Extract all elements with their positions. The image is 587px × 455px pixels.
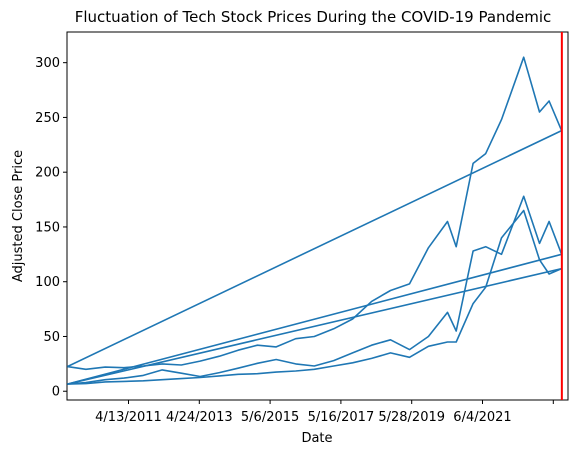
plot-area-frame — [66, 31, 569, 401]
x-tick-label: 4/24/2013 — [166, 410, 233, 425]
y-axis-ticks: 0 50 100 150 200 250 300 — [35, 56, 67, 400]
x-tick-label: 5/28/2019 — [378, 410, 445, 425]
y-tick-label: 50 — [43, 330, 60, 345]
y-tick-label: 100 — [35, 275, 60, 290]
y-tick-label: 300 — [35, 56, 60, 71]
x-tick-label: 4/13/2011 — [95, 410, 162, 425]
x-axis-label: Date — [301, 431, 332, 446]
y-tick-label: 0 — [52, 385, 60, 400]
x-tick-label: 6/4/2021 — [453, 410, 511, 425]
y-axis-label: Adjusted Close Price — [11, 150, 26, 282]
series-line-2 — [67, 209, 563, 385]
series-line-3 — [67, 56, 563, 371]
y-tick-label: 250 — [35, 111, 60, 126]
x-axis-ticks: 4/13/2011 4/24/2013 5/6/2015 5/16/2017 5/28/… — [95, 400, 554, 425]
y-tick-label: 150 — [35, 220, 60, 235]
series-group — [67, 56, 563, 385]
x-tick-label: 5/6/2015 — [241, 410, 299, 425]
x-tick-label: 5/16/2017 — [308, 410, 375, 425]
y-tick-label: 200 — [35, 166, 60, 181]
series-line-1 — [67, 195, 563, 385]
chart-title: Fluctuation of Tech Stock Prices During … — [75, 8, 552, 26]
